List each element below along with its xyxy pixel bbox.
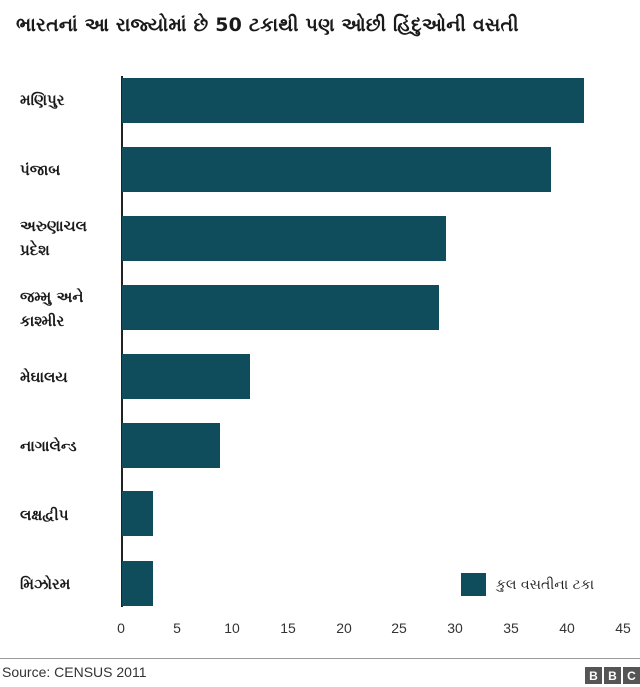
bar [122, 147, 552, 192]
bar [122, 354, 251, 399]
x-tick-label: 35 [503, 620, 519, 636]
category-label: મેઘાલય [20, 368, 68, 386]
source-note: Source: CENSUS 2011 [2, 664, 147, 680]
category-label: અરુણાચલ પ્રદેશ [20, 217, 87, 259]
legend-swatch [461, 573, 486, 596]
category-label: લક્ષદ્વીપ [20, 506, 69, 524]
bar [122, 216, 446, 261]
x-tick-label: 15 [280, 620, 296, 636]
bbc-logo-letter: B [585, 667, 602, 684]
bbc-logo-letter: B [604, 667, 621, 684]
x-tick-label: 10 [224, 620, 240, 636]
bbc-logo-letter: C [623, 667, 640, 684]
plot-area: મણિપુર પંજાબ અરુણાચલ પ્રદેશ જમ્મુ અને કાશ્… [20, 76, 631, 636]
x-tick-label: 0 [117, 620, 125, 636]
chart-title: ભારતનાં આ રાજ્યોમાં છે 50 ટકાથી પણ ઓછી હ… [16, 14, 519, 36]
footer-divider [0, 658, 640, 659]
y-axis-line [121, 76, 123, 607]
x-tick-label: 20 [336, 620, 352, 636]
x-tick-label: 30 [447, 620, 463, 636]
category-label: મિઝોરમ [20, 575, 71, 593]
bar [122, 285, 439, 330]
category-label: પંજાબ [20, 161, 61, 179]
bar [122, 491, 154, 536]
x-tick-label: 5 [173, 620, 181, 636]
category-label: મણિપુર [20, 91, 65, 109]
category-label: નાગાલેન્ડ [20, 437, 77, 455]
legend: કુલ વસતીના ટકા [461, 573, 594, 596]
bar [122, 423, 221, 468]
bar [122, 561, 154, 606]
category-label: જમ્મુ અને કાશ્મીર [20, 288, 84, 330]
x-tick-label: 45 [615, 620, 631, 636]
x-tick-label: 40 [559, 620, 575, 636]
legend-label: કુલ વસતીના ટકા [496, 576, 595, 593]
bbc-logo: B B C [585, 667, 640, 684]
bar [122, 78, 584, 123]
x-tick-label: 25 [391, 620, 407, 636]
